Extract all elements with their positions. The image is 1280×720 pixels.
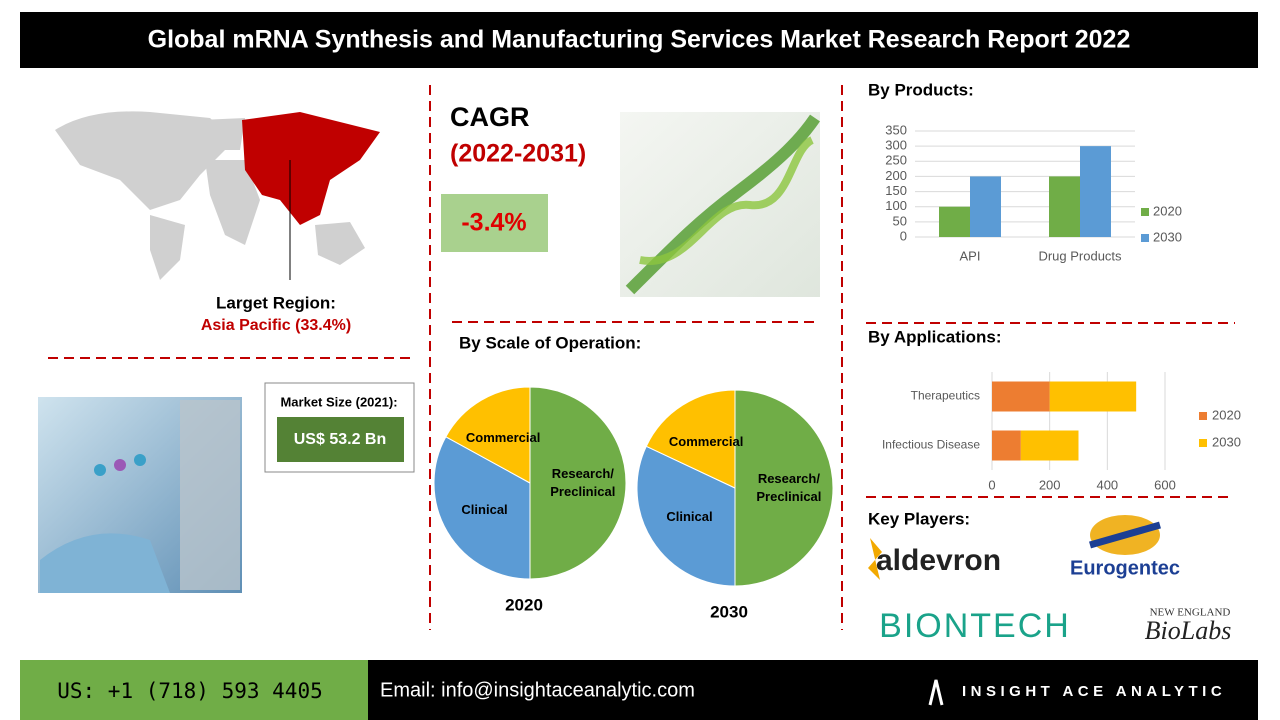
pie-slice xyxy=(529,386,627,580)
y-tick-label: Infectious Disease xyxy=(882,438,980,452)
legend-swatch xyxy=(1199,412,1207,420)
pie-slice xyxy=(433,436,531,580)
legend-swatch xyxy=(1141,208,1149,216)
footer-brand: INSIGHT ACE ANALYTIC xyxy=(962,683,1226,700)
y-tick-label: 150 xyxy=(885,183,907,198)
pie-label: Research/ Preclinical xyxy=(550,466,616,499)
bar-segment xyxy=(1049,381,1137,412)
y-tick-label: Therapeutics xyxy=(911,389,980,403)
cagr-box xyxy=(441,194,548,252)
pie-label: Research/ Preclinical xyxy=(756,471,822,504)
pie-slice xyxy=(636,445,736,587)
pie-label-box: Research/ Preclinical xyxy=(550,466,616,499)
x-tick-label: 200 xyxy=(1039,477,1061,492)
legend-swatch xyxy=(1141,234,1149,242)
pie-label-box: Research/ Preclinical xyxy=(756,471,822,504)
brand-icon xyxy=(928,679,944,706)
players-heading: Key Players: xyxy=(868,509,970,528)
region-label: Larget Region: xyxy=(216,293,336,312)
legend-label: 2030 xyxy=(1153,229,1182,244)
pie-label: Clinical xyxy=(666,508,713,524)
footer-bg xyxy=(368,660,1258,720)
bar xyxy=(970,176,1001,237)
x-tick-label: 600 xyxy=(1154,477,1176,492)
x-tick-label: 0 xyxy=(988,477,995,492)
pie-slice xyxy=(445,386,531,484)
pie-label-box: Commercial xyxy=(668,434,744,450)
legend-swatch xyxy=(1199,439,1207,447)
player-logo: NEW ENGLAND xyxy=(1150,607,1231,619)
pie-label: Commercial xyxy=(465,429,541,445)
bar xyxy=(1080,146,1111,237)
region-value: Asia Pacific (33.4%) xyxy=(201,317,351,334)
legend-label: 2030 xyxy=(1212,434,1241,449)
pie-label-box: Commercial xyxy=(465,429,541,445)
pie-slice xyxy=(645,389,736,489)
y-tick-label: 300 xyxy=(885,138,907,153)
world-map xyxy=(55,111,380,280)
legend-label: 2020 xyxy=(1153,203,1182,218)
dna-image xyxy=(620,112,820,297)
market-size-label: Market Size (2021): xyxy=(280,394,397,409)
bar xyxy=(1049,176,1080,237)
footer-phone: US: +1 (718) 593 4405 xyxy=(57,679,323,703)
y-tick-label: 350 xyxy=(885,122,907,137)
footer-email: Email: info@insightaceanalytic.com xyxy=(380,679,695,701)
x-tick-label: Drug Products xyxy=(1038,248,1122,263)
player-logo: BioLabs xyxy=(1145,616,1232,645)
y-tick-label: 100 xyxy=(885,198,907,213)
applications-heading: By Applications: xyxy=(868,327,1002,346)
market-size-value: US$ 53.2 Bn xyxy=(294,431,386,448)
y-tick-label: 50 xyxy=(893,213,907,228)
cagr-period: (2022-2031) xyxy=(450,140,586,168)
pie-slice xyxy=(734,389,834,587)
title-bar xyxy=(20,12,1258,68)
x-tick-label: API xyxy=(960,248,981,263)
y-tick-label: 200 xyxy=(885,168,907,183)
lab-image xyxy=(38,397,242,593)
x-tick-label: 400 xyxy=(1096,477,1118,492)
pie-label-box: Clinical xyxy=(461,501,508,517)
pie-title: 2020 xyxy=(505,595,543,614)
market-size-badge xyxy=(277,417,404,462)
pie-label: Clinical xyxy=(461,501,508,517)
pie-label-box: Clinical xyxy=(666,508,713,524)
products-heading: By Products: xyxy=(868,80,974,99)
page-title: Global mRNA Synthesis and Manufacturing … xyxy=(148,26,1131,54)
pie-label: Commercial xyxy=(668,434,744,450)
eurogentec-icon xyxy=(1089,521,1161,549)
y-tick-label: 0 xyxy=(900,228,907,243)
y-tick-label: 250 xyxy=(885,153,907,168)
legend-label: 2020 xyxy=(1212,407,1241,422)
player-logo: Eurogentec xyxy=(1070,557,1180,579)
footer-phone-bg xyxy=(20,660,368,720)
cagr-label: CAGR xyxy=(450,102,530,132)
player-logo: BIONTECH xyxy=(879,607,1071,645)
cagr-value: -3.4% xyxy=(461,209,526,237)
bar-segment xyxy=(992,381,1050,412)
bar xyxy=(939,206,970,237)
scale-heading: By Scale of Operation: xyxy=(459,333,641,352)
player-logo: aldevron xyxy=(876,544,1001,577)
pie-title: 2030 xyxy=(710,602,748,621)
bar-segment xyxy=(1020,430,1079,461)
aldevron-icon xyxy=(868,538,882,580)
bar-segment xyxy=(992,430,1021,461)
